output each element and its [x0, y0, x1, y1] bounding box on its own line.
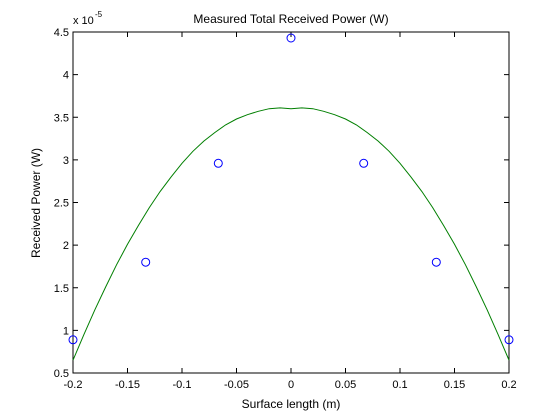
- measured-point: [68, 335, 78, 345]
- y-tick-label: 2.5: [54, 198, 69, 210]
- x-tick-label: -0.2: [64, 379, 83, 391]
- x-tick-label: 0.2: [501, 379, 516, 391]
- y-tick-label: 3.5: [54, 112, 69, 124]
- y-exponent-power: -5: [95, 10, 103, 19]
- x-tick-label: 0.05: [335, 379, 356, 391]
- y-axis-label: Received Power (W): [29, 148, 43, 258]
- ticks-layer: -0.2 -0.15 -0.1 -0.05 0 0.05 0.1 0.15 0.2 0.5 1 1.5…: [54, 27, 517, 391]
- y-tick-label: 1: [63, 325, 69, 337]
- x-tick-label: -0.05: [224, 379, 249, 391]
- x-tick-label: 0: [288, 379, 294, 391]
- y-tick-label: 1.5: [54, 283, 69, 295]
- measured-point: [431, 257, 441, 267]
- measured-point: [213, 158, 223, 168]
- series-layer: [68, 33, 514, 361]
- fit-curve-line: [72, 107, 510, 361]
- measured-point: [286, 33, 296, 43]
- y-tick-label: 4.5: [54, 27, 69, 39]
- x-tick-label: 0.1: [392, 379, 407, 391]
- y-exponent-prefix: x 10: [73, 15, 94, 27]
- x-tick-label: -0.1: [173, 379, 192, 391]
- y-tick-label: 2: [63, 240, 69, 252]
- measured-point: [359, 158, 369, 168]
- x-tick-label: -0.15: [115, 379, 140, 391]
- x-axis-label: Surface length (m): [242, 397, 341, 411]
- y-tick-label: 4: [63, 70, 69, 82]
- measured-point: [141, 257, 151, 267]
- y-tick-label: 0.5: [54, 368, 69, 380]
- y-tick-label: 3: [63, 155, 69, 167]
- x-tick-label: 0.15: [444, 379, 465, 391]
- plot-area: [72, 31, 510, 374]
- measured-point: [504, 335, 514, 345]
- chart-title: Measured Total Received Power (W): [193, 12, 388, 26]
